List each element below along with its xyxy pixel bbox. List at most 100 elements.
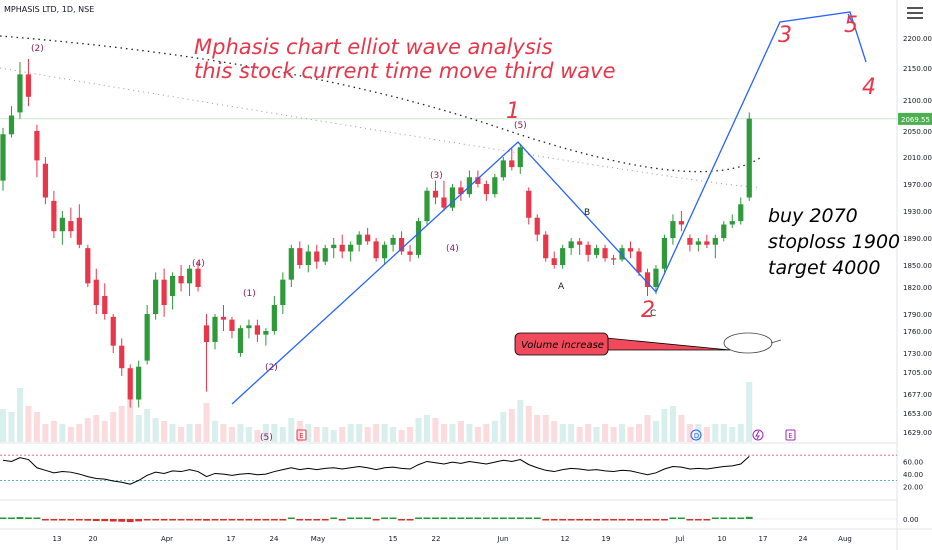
- histogram-bar: [75, 519, 83, 521]
- histogram-bar: [135, 519, 143, 522]
- histogram-bar: [160, 519, 168, 521]
- earnings-marker: [296, 429, 307, 441]
- histogram-bar: [245, 519, 253, 521]
- candle-body: [627, 248, 634, 252]
- time-tick-label: 10: [718, 535, 727, 543]
- histogram-bar: [406, 519, 414, 521]
- histogram-bar: [169, 519, 176, 521]
- candle-body: [203, 325, 210, 342]
- volume-bar: [585, 424, 592, 442]
- histogram-bar: [457, 517, 465, 519]
- histogram-pane: 0.00: [0, 516, 919, 524]
- menu-icon[interactable]: [905, 4, 925, 22]
- volume-bar: [440, 424, 447, 442]
- volume-bars: [0, 382, 753, 442]
- analysis-title-line-1: Mphasis chart elliot wave analysis: [194, 35, 553, 59]
- price-tick-label: 2150.00: [903, 65, 932, 73]
- candle-body: [500, 160, 506, 178]
- volume-bar: [432, 418, 439, 442]
- candle-body: [25, 74, 32, 97]
- candle-body: [610, 258, 617, 260]
- volume-bar: [695, 424, 702, 442]
- histogram-bar: [330, 517, 338, 519]
- time-tick-label: 22: [432, 535, 441, 543]
- volume-bar: [627, 427, 634, 442]
- time-tick-label: Aug: [838, 535, 852, 543]
- moving-average-long: [0, 35, 761, 173]
- histogram-bar: [550, 519, 558, 521]
- candle-body: [644, 272, 651, 287]
- histogram-bar: [474, 517, 482, 519]
- candle-body: [68, 221, 74, 232]
- volume-bar: [686, 424, 693, 442]
- histogram-bar: [644, 519, 651, 521]
- price-tick-label: 2050.00: [903, 128, 932, 136]
- volume-bar: [424, 415, 430, 442]
- volume-bar: [720, 424, 727, 442]
- candle-body: [407, 251, 413, 255]
- price-tick-label: 2100.00: [903, 97, 932, 105]
- volume-bar: [135, 415, 142, 442]
- wave-sublabel: (4): [446, 244, 459, 254]
- histogram-bar: [635, 519, 643, 521]
- volume-bar: [703, 427, 710, 442]
- price-tick-label: 1970.00: [903, 181, 932, 189]
- volume-bar: [398, 430, 405, 442]
- histogram-bar: [559, 519, 567, 521]
- time-axis: 13 20 Apr 17 24 May 15 22 Jun 12 19 Jul 10 17 24 Aug: [53, 535, 852, 543]
- candle-body: [432, 190, 439, 198]
- candle-body: [17, 74, 23, 113]
- candle-body: [560, 248, 566, 265]
- volume-bar: [0, 409, 6, 442]
- volume-bar: [525, 406, 532, 442]
- volume-bar: [322, 427, 329, 442]
- volume-bar: [305, 424, 312, 442]
- volume-bar: [339, 427, 346, 442]
- histogram-bar: [423, 517, 431, 519]
- volume-bar: [593, 427, 600, 442]
- histogram-bar: [262, 519, 270, 521]
- volume-bar: [746, 382, 753, 442]
- volume-bar: [534, 415, 541, 442]
- volume-bar: [576, 427, 583, 442]
- histogram-bar: [542, 519, 550, 521]
- candle-body: [551, 258, 557, 265]
- histogram-bar: [398, 519, 405, 521]
- volume-bar: [610, 427, 617, 442]
- candle-body: [441, 197, 447, 208]
- volume-bar: [636, 424, 642, 442]
- volume-bar: [381, 424, 388, 442]
- wave-sublabel: (5): [260, 433, 273, 443]
- trade-stoploss: stoploss 1900: [768, 231, 901, 253]
- wave-sublabel: (1): [243, 289, 256, 299]
- candle-body: [8, 115, 15, 135]
- volume-bar: [16, 388, 23, 442]
- histogram-bar: [703, 519, 711, 521]
- price-tick-label: 1890.00: [903, 235, 932, 243]
- histogram-bar: [627, 519, 634, 521]
- candle-body: [661, 238, 668, 269]
- price-tick-label: 1850.00: [903, 262, 932, 270]
- candle-body: [288, 248, 294, 280]
- candle-body: [382, 244, 388, 259]
- histogram-bar: [737, 517, 745, 519]
- candle-body: [390, 238, 396, 245]
- histogram-bar: [279, 519, 287, 521]
- histogram-bar: [84, 519, 92, 521]
- time-tick-label: 17: [227, 535, 236, 543]
- candle-body: [102, 296, 108, 314]
- histogram-bar: [42, 519, 49, 521]
- candle-body: [254, 325, 260, 335]
- volume-bar: [712, 424, 719, 442]
- histogram-bar: [25, 517, 32, 519]
- histogram-bar: [321, 519, 329, 521]
- event-marker-label: D: [694, 432, 699, 440]
- candle-body: [458, 187, 464, 195]
- volume-bar: [644, 415, 651, 442]
- histogram-tick-label: 0.00: [903, 516, 919, 524]
- volume-bar: [373, 424, 380, 442]
- price-tick-label: 1705.00: [903, 369, 932, 377]
- volume-bar: [203, 403, 210, 442]
- rsi-pane: 60.00 40.00 20.00: [0, 454, 923, 492]
